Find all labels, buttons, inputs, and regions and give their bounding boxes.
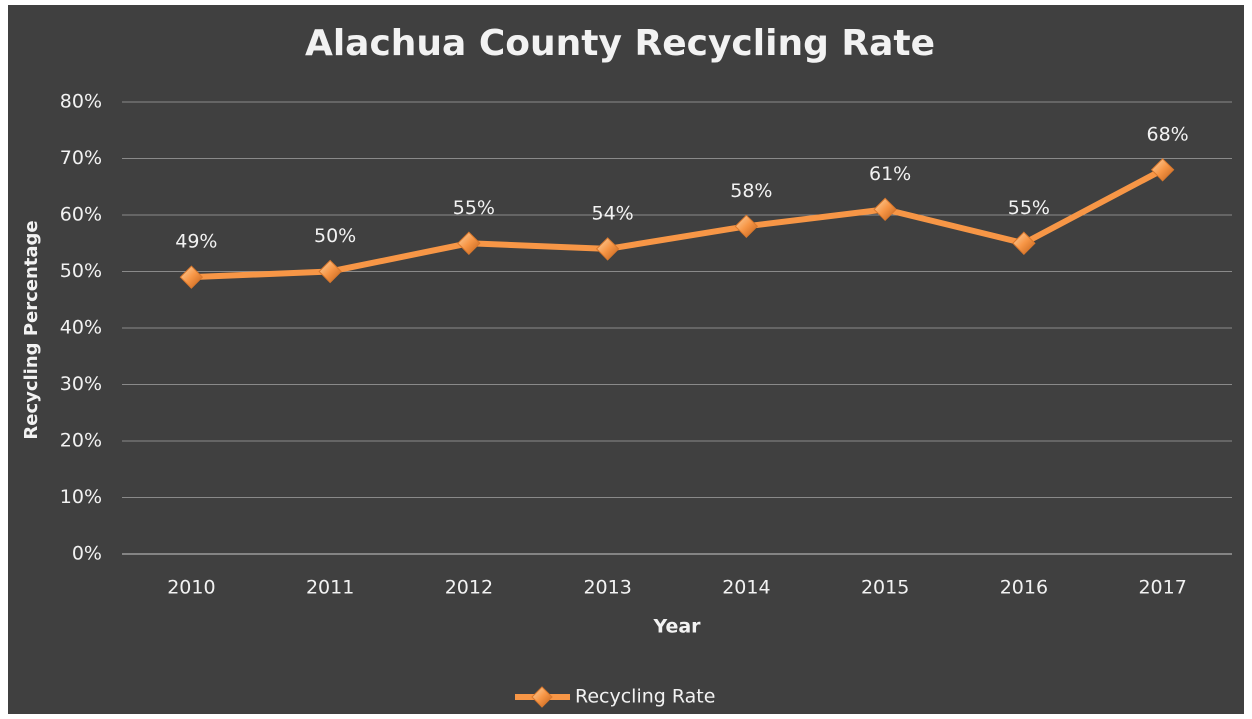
x-tick-label: 2017 (1138, 577, 1186, 599)
y-axis-label: Recycling Percentage (21, 220, 42, 439)
legend-label: Recycling Rate (575, 686, 715, 708)
marker (179, 265, 204, 289)
marker (457, 231, 481, 255)
x-tick-label: 2013 (583, 577, 631, 599)
x-tick-label: 2011 (306, 577, 354, 599)
x-tick-label: 2010 (167, 577, 215, 599)
x-tick-label: 2016 (1000, 577, 1048, 599)
legend-marker (531, 686, 553, 708)
data-label: 55% (453, 197, 495, 219)
marker (1150, 158, 1175, 182)
y-tick-label: 10% (60, 486, 102, 508)
chart-title: Alachua County Recycling Rate (305, 23, 935, 64)
data-label: 55% (1008, 197, 1050, 219)
x-axis-label: Year (652, 616, 701, 638)
marker (734, 214, 759, 239)
y-tick-label: 70% (60, 147, 102, 169)
line (191, 167, 1165, 281)
y-tick-label: 20% (60, 430, 102, 452)
y-tick-label: 60% (60, 204, 102, 226)
data-label: 50% (314, 225, 356, 247)
chart-background (8, 5, 1244, 714)
data-label: 58% (730, 180, 772, 202)
marker (1012, 231, 1036, 255)
data-label: 54% (592, 202, 634, 224)
y-tick-label: 80% (60, 91, 102, 113)
data-label: 68% (1147, 123, 1189, 145)
x-tick-label: 2012 (445, 577, 493, 599)
y-tick-label: 30% (60, 373, 102, 395)
y-tick-label: 0% (72, 543, 102, 565)
x-tick-label: 2015 (861, 577, 909, 599)
data-label: 49% (175, 231, 217, 253)
marker (873, 197, 897, 222)
marker (595, 237, 620, 261)
y-tick-label: 50% (60, 260, 102, 282)
y-tick-label: 40% (60, 317, 102, 339)
data-label: 61% (869, 163, 911, 185)
marker (318, 259, 342, 284)
x-tick-label: 2014 (722, 577, 770, 599)
